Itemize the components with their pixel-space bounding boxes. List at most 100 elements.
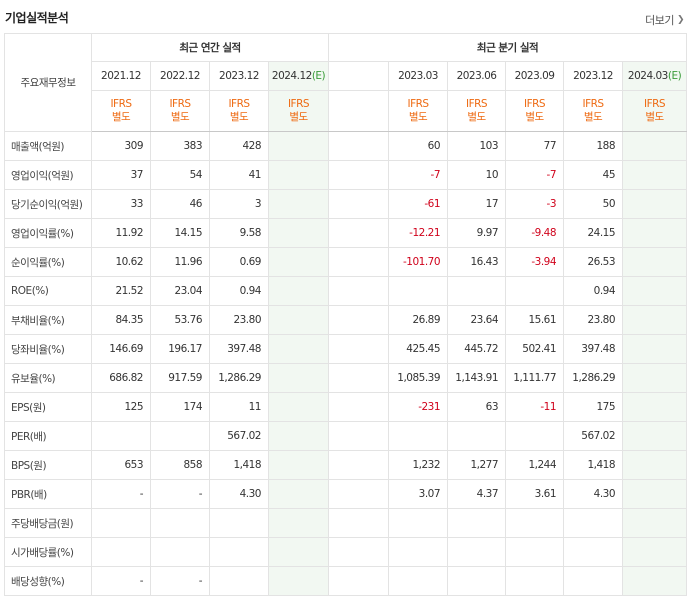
standard-line2: 별도 xyxy=(583,111,603,123)
table-row: 영업이익률(%) 11.92 14.15 9.58 -12.21 9.97 -9.48 24.… xyxy=(4,218,688,248)
column-gap xyxy=(328,450,390,480)
cell-value: 10.62 xyxy=(91,247,151,277)
cell-value xyxy=(267,131,330,161)
cell-value xyxy=(622,131,688,161)
cell-value xyxy=(622,537,688,567)
cell-value: 24.15 xyxy=(563,218,624,248)
accounting-standard: IFRS 별도 xyxy=(388,90,449,132)
row-label: 부채비율(%) xyxy=(4,305,92,335)
cell-value: - xyxy=(150,479,210,509)
cell-value: 397.48 xyxy=(563,334,624,364)
cell-value: 53.76 xyxy=(150,305,210,335)
cell-value: 103 xyxy=(447,131,507,161)
accounting-standard: IFRS 별도 xyxy=(150,90,210,132)
cell-value: 567.02 xyxy=(209,421,269,451)
cell-value xyxy=(267,189,330,219)
accounting-standard: IFRS 별도 xyxy=(447,90,507,132)
cell-value xyxy=(447,421,507,451)
table-row: 시가배당률(%) xyxy=(4,537,688,567)
cell-value xyxy=(388,421,449,451)
chevron-right-icon: ❯ xyxy=(676,15,685,25)
cell-value xyxy=(622,160,688,190)
cell-value: -3 xyxy=(505,189,565,219)
cell-value: 188 xyxy=(563,131,624,161)
cell-value: 4.37 xyxy=(447,479,507,509)
estimate-mark: (E) xyxy=(667,70,682,82)
cell-value: - xyxy=(150,566,210,596)
period-header: 2023.12 xyxy=(209,61,269,91)
more-link[interactable]: 더보기 ❯ xyxy=(645,12,684,28)
cell-value: 16.43 xyxy=(447,247,507,277)
column-gap xyxy=(328,247,390,277)
cell-value xyxy=(622,305,688,335)
cell-value: 146.69 xyxy=(91,334,151,364)
accounting-standard: IFRS 별도 xyxy=(91,90,151,132)
row-label-header: 주요재무정보 xyxy=(4,33,92,132)
cell-value xyxy=(622,218,688,248)
column-gap xyxy=(328,276,390,306)
cell-value: 9.97 xyxy=(447,218,507,248)
cell-value: 1,143.91 xyxy=(447,363,507,393)
period-label: 2023.09 xyxy=(514,70,555,82)
accounting-standard: IFRS 별도 xyxy=(267,90,330,132)
column-gap xyxy=(328,90,390,132)
cell-value: 428 xyxy=(209,131,269,161)
cell-value xyxy=(622,334,688,364)
cell-value: 397.48 xyxy=(209,334,269,364)
period-label: 2023.12 xyxy=(573,70,613,82)
cell-value: 33 xyxy=(91,189,151,219)
cell-value xyxy=(622,421,688,451)
cell-value: 196.17 xyxy=(150,334,210,364)
cell-value: 0.94 xyxy=(563,276,624,306)
table-row: 유보율(%) 686.82 917.59 1,286.29 1,085.39 1,143.… xyxy=(4,363,688,393)
period-header: 2023.12 xyxy=(563,61,624,91)
cell-value: 175 xyxy=(563,392,624,422)
cell-value: -61 xyxy=(388,189,449,219)
cell-value xyxy=(267,537,330,567)
column-gap xyxy=(328,189,390,219)
standard-line2: 별도 xyxy=(408,111,428,123)
standard-line1: IFRS xyxy=(228,98,250,110)
cell-value xyxy=(622,247,688,277)
row-label: 영업이익(억원) xyxy=(4,160,92,190)
section-title: 기업실적분석 xyxy=(5,11,69,25)
row-label: 유보율(%) xyxy=(4,363,92,393)
row-label: 매출액(억원) xyxy=(4,131,92,161)
cell-value: 3 xyxy=(209,189,269,219)
cell-value xyxy=(505,566,565,596)
period-header: 2024.03(E) xyxy=(622,61,688,91)
table-row: EPS(원) 125 174 11 -231 63 -11 175 xyxy=(4,392,688,422)
cell-value: 26.53 xyxy=(563,247,624,277)
cell-value xyxy=(388,537,449,567)
cell-value: 17 xyxy=(447,189,507,219)
standard-line2: 별도 xyxy=(525,111,544,123)
cell-value: 1,244 xyxy=(505,450,565,480)
cell-value xyxy=(267,450,330,480)
cell-value xyxy=(267,160,330,190)
cell-value xyxy=(91,508,151,538)
cell-value: 84.35 xyxy=(91,305,151,335)
cell-value xyxy=(91,421,151,451)
cell-value: -7 xyxy=(388,160,449,190)
column-gap xyxy=(328,305,390,335)
cell-value: 54 xyxy=(150,160,210,190)
standard-line1: IFRS xyxy=(582,98,604,110)
period-header: 2024.12(E) xyxy=(267,61,330,91)
cell-value: 10 xyxy=(447,160,507,190)
cell-value: 3.07 xyxy=(388,479,449,509)
column-gap xyxy=(328,131,390,161)
cell-value xyxy=(447,537,507,567)
cell-value: 309 xyxy=(91,131,151,161)
period-header: 2023.09 xyxy=(505,61,565,91)
row-label: 당기순이익(억원) xyxy=(4,189,92,219)
row-label: 순이익률(%) xyxy=(4,247,92,277)
column-gap xyxy=(328,479,390,509)
table-row: 배당성향(%) - - xyxy=(4,566,688,596)
cell-value xyxy=(267,218,330,248)
cell-value: 11.96 xyxy=(150,247,210,277)
cell-value: 1,286.29 xyxy=(563,363,624,393)
accounting-standard: IFRS 별도 xyxy=(505,90,565,132)
cell-value xyxy=(267,479,330,509)
cell-value: 37 xyxy=(91,160,151,190)
cell-value: 23.04 xyxy=(150,276,210,306)
